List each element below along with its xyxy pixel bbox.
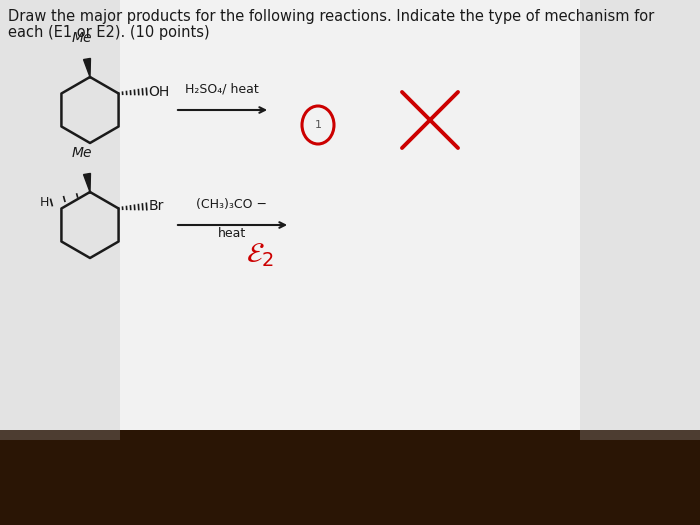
Text: heat: heat [218, 227, 246, 240]
Text: each (E1 or E2). (10 points): each (E1 or E2). (10 points) [8, 25, 209, 40]
Text: Br: Br [148, 200, 164, 214]
Text: H₂SO₄/ heat: H₂SO₄/ heat [185, 82, 259, 95]
Text: 1: 1 [314, 120, 321, 130]
FancyBboxPatch shape [580, 0, 700, 440]
Text: Draw the major products for the following reactions. Indicate the type of mechan: Draw the major products for the followin… [8, 9, 655, 24]
Text: Me: Me [71, 146, 92, 160]
Text: $\mathcal{E}_2$: $\mathcal{E}_2$ [246, 241, 274, 269]
Text: OH: OH [148, 85, 170, 99]
Polygon shape [83, 58, 90, 77]
FancyBboxPatch shape [0, 0, 120, 440]
Text: (CH₃)₃CO −: (CH₃)₃CO − [197, 198, 267, 211]
Polygon shape [83, 173, 90, 192]
Text: Me: Me [71, 31, 92, 45]
Text: H: H [40, 196, 50, 209]
FancyBboxPatch shape [0, 0, 700, 440]
FancyBboxPatch shape [0, 430, 700, 525]
